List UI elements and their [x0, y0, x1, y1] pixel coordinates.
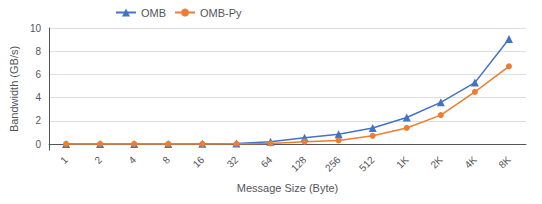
- svg-text:8: 8: [160, 154, 172, 166]
- svg-text:4: 4: [35, 92, 41, 103]
- svg-text:Bandwidth (GB/s): Bandwidth (GB/s): [8, 46, 20, 132]
- svg-text:4: 4: [126, 154, 138, 166]
- svg-text:2K: 2K: [428, 154, 445, 171]
- svg-text:10: 10: [30, 23, 42, 34]
- svg-text:256: 256: [323, 154, 343, 174]
- svg-text:OMB-Py: OMB-Py: [200, 7, 242, 19]
- svg-text:OMB: OMB: [141, 7, 166, 19]
- svg-text:2: 2: [92, 154, 104, 166]
- svg-text:1: 1: [58, 154, 70, 166]
- svg-text:128: 128: [289, 154, 309, 174]
- svg-text:512: 512: [357, 154, 377, 174]
- svg-text:6: 6: [35, 69, 41, 80]
- svg-text:4K: 4K: [462, 154, 479, 171]
- svg-text:0: 0: [35, 139, 41, 150]
- svg-text:2: 2: [35, 115, 41, 126]
- svg-text:Message Size (Byte): Message Size (Byte): [237, 182, 338, 194]
- svg-text:8K: 8K: [496, 154, 513, 171]
- svg-text:64: 64: [259, 154, 275, 170]
- svg-text:16: 16: [191, 154, 207, 170]
- svg-text:1K: 1K: [394, 154, 411, 171]
- svg-text:8: 8: [35, 46, 41, 57]
- svg-text:32: 32: [225, 154, 241, 170]
